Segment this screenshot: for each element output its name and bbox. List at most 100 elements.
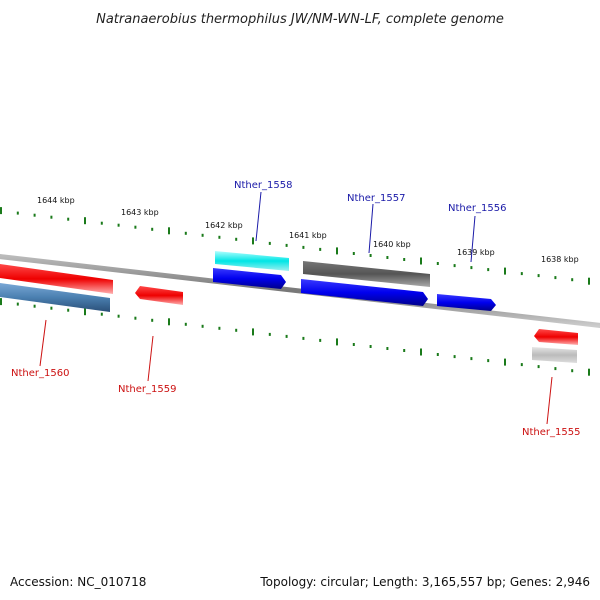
outer-scale-tick — [285, 243, 288, 247]
gene-label-Nther_1557[interactable]: Nther_1557 — [347, 193, 405, 204]
outer-scale-tick — [369, 254, 372, 257]
map-title: Natranaerobius thermophilus JW/NM-WN-LF,… — [96, 12, 504, 27]
gene-Nther_1555-arrow[interactable] — [534, 329, 578, 345]
outer-scale-tick — [84, 217, 86, 225]
leader-line-Nther_1556 — [470, 215, 476, 263]
inner-scale-tick — [218, 326, 221, 330]
scale-labels: 1644 kbp 1643 kbp 1642 kbp 1641 kbp 1640… — [37, 196, 579, 264]
outer-scale-tick — [16, 211, 19, 215]
outer-scale-tick — [319, 247, 322, 251]
topology-text: Topology: circular; Length: 3,165,557 bp… — [259, 575, 590, 589]
inner-scale-tick — [33, 304, 36, 308]
outer-scale-tick — [537, 274, 540, 278]
inner-scale-tick — [117, 314, 120, 318]
outer-scale-tick — [571, 278, 574, 282]
gene-Nther_1557-bar-upper[interactable] — [303, 261, 430, 287]
inner-scale-tick — [84, 308, 86, 316]
inner-scale-tick — [67, 308, 70, 312]
outer-scale-tick — [184, 231, 187, 235]
outer-scale-tick — [520, 272, 523, 276]
scale-label-1639: 1639 kbp — [457, 248, 495, 257]
leader-line-Nther_1560 — [39, 319, 47, 367]
gene-Nther_1560-bar-upper[interactable] — [0, 264, 113, 294]
outer-scale-tick — [168, 227, 170, 235]
outer-scale-tick — [134, 225, 137, 229]
gene-label-Nther_1556[interactable]: Nther_1556 — [448, 203, 506, 214]
genome-backbone — [0, 254, 600, 328]
inner-scale-tick — [403, 349, 406, 352]
inner-scale-tick — [504, 358, 506, 366]
reverse-genes — [0, 264, 578, 363]
inner-scale-tick — [50, 306, 53, 310]
outer-scale-tick — [67, 217, 70, 221]
outer-scale-tick — [436, 262, 439, 265]
gene-Nther_1556-arrow[interactable] — [437, 294, 496, 311]
gene-Nther_1558-bar-upper[interactable] — [215, 251, 289, 271]
scale-label-1644: 1644 kbp — [37, 196, 75, 205]
outer-scale-tick — [386, 256, 389, 259]
inner-scale-tick — [520, 363, 523, 367]
outer-scale-tick — [588, 277, 590, 285]
outer-scale-tick — [201, 233, 204, 237]
outer-scale-tick — [268, 241, 271, 245]
gene-label-Nther_1555[interactable]: Nther_1555 — [522, 427, 580, 438]
bottom-gene-labels: Nther_1560 Nther_1559 Nther_1555 — [11, 319, 580, 438]
outer-scale-tick — [403, 258, 406, 261]
gene-Nther_1557-arrow[interactable] — [301, 279, 428, 306]
outer-scale-tick — [453, 264, 456, 268]
outer-scale-tick — [302, 245, 305, 249]
outer-scale-tick — [487, 268, 490, 272]
outer-scale-tick — [420, 257, 422, 265]
outer-scale-tick — [50, 215, 53, 219]
inner-scale-tick — [554, 367, 557, 371]
inner-scale-tick — [168, 318, 170, 326]
inner-scale-tick — [252, 328, 254, 336]
gene-Nther_1558-arrow[interactable] — [213, 268, 286, 289]
leader-line-Nther_1559 — [147, 335, 154, 382]
inner-scale-tick — [487, 359, 490, 363]
top-gene-labels: Nther_1558 Nther_1557 Nther_1556 — [234, 180, 506, 263]
inner-scale-tick — [235, 328, 238, 332]
outer-scale-tick — [100, 221, 103, 225]
inner-scale-tick — [420, 348, 422, 356]
gene-label-Nther_1559[interactable]: Nther_1559 — [118, 384, 176, 395]
inner-scale-tick — [100, 312, 103, 316]
outer-scale-tick — [252, 237, 254, 245]
outer-scale-tick — [554, 276, 557, 280]
gene-Nther_1559-arrow[interactable] — [135, 286, 183, 305]
leader-line-Nther_1558 — [255, 191, 262, 242]
inner-scale-tick — [16, 302, 19, 306]
inner-scale-tick — [336, 338, 338, 346]
inner-scale-tick — [319, 338, 322, 342]
gene-Nther_1560-bar-lower[interactable] — [0, 283, 110, 312]
outer-scale-tick — [151, 227, 154, 231]
inner-scale-tick — [571, 369, 574, 373]
accession-text: Accession: NC_010718 — [10, 575, 146, 589]
outer-scale-tick — [117, 223, 120, 227]
gene-label-Nther_1560[interactable]: Nther_1560 — [11, 368, 69, 379]
inner-scale-ticks — [0, 298, 590, 376]
inner-scale-tick — [470, 357, 473, 361]
inner-scale-tick — [268, 332, 271, 336]
scale-label-1638: 1638 kbp — [541, 255, 579, 264]
outer-scale-tick — [0, 207, 2, 215]
inner-scale-tick — [537, 365, 540, 369]
gene-label-Nther_1558[interactable]: Nther_1558 — [234, 180, 292, 191]
scale-label-1643: 1643 kbp — [121, 208, 159, 217]
inner-scale-tick — [134, 316, 137, 320]
outer-scale-tick — [504, 267, 506, 275]
scale-label-1642: 1642 kbp — [205, 221, 243, 230]
inner-scale-tick — [285, 334, 288, 338]
outer-scale-tick — [352, 252, 355, 255]
scale-label-1640: 1640 kbp — [373, 240, 411, 249]
inner-scale-tick — [302, 336, 305, 340]
outer-scale-tick — [235, 237, 238, 241]
inner-scale-tick — [0, 298, 2, 306]
inner-scale-tick — [201, 324, 204, 328]
gene-Nther_1555-bar-lower[interactable] — [532, 347, 577, 363]
outer-scale-tick — [218, 235, 221, 239]
outer-scale-tick — [336, 247, 338, 255]
outer-scale-tick — [470, 266, 473, 270]
inner-scale-tick — [588, 368, 590, 376]
outer-scale-tick — [33, 213, 36, 217]
